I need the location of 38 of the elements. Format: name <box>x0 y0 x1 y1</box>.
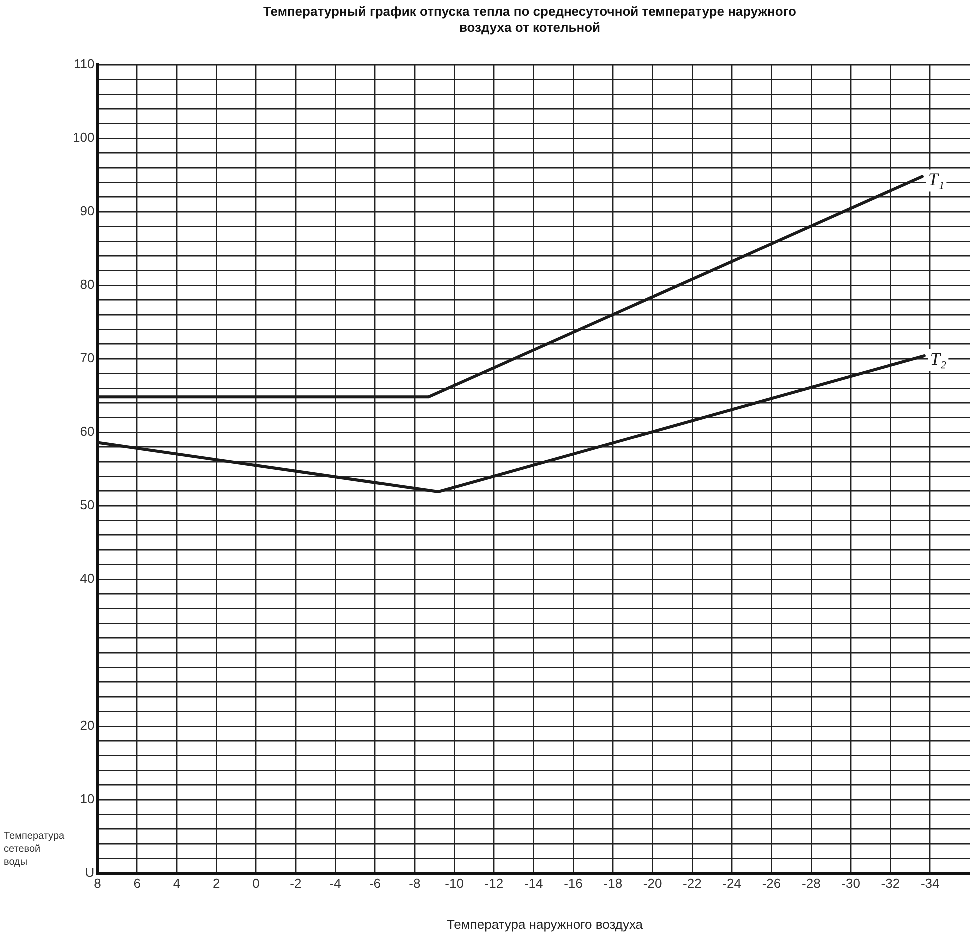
y-tick-label: 60 <box>80 424 95 440</box>
x-tick-label: -28 <box>802 876 821 891</box>
x-tick-label: -4 <box>330 876 342 891</box>
y-tick-label: 110 <box>74 56 95 72</box>
x-tick-label: -20 <box>643 876 662 891</box>
x-tick-label: -32 <box>881 876 900 891</box>
chart-title: Температурный график отпуска тепла по среднесуточной температуре наружного воздуха от котельной <box>262 4 798 36</box>
x-tick-label: -18 <box>604 876 623 891</box>
y-tick-label: 50 <box>80 498 95 513</box>
y-tick-label: 20 <box>80 718 95 733</box>
x-tick-label: -24 <box>722 876 742 891</box>
y-tick-label: 70 <box>80 350 95 366</box>
y-tick-label: 80 <box>80 277 95 292</box>
x-tick-label: -14 <box>524 876 544 891</box>
series-label: T₂ <box>930 348 947 369</box>
x-tick-label: -22 <box>683 876 702 891</box>
y-tick-label: 10 <box>80 791 95 806</box>
x-axis-title: Температура наружного воздуха <box>446 917 644 932</box>
x-tick-label: -16 <box>564 876 583 891</box>
x-tick-label: 6 <box>134 876 141 891</box>
x-tick-label: -6 <box>369 876 382 891</box>
x-tick-label: -26 <box>762 876 782 891</box>
x-tick-label: 4 <box>173 876 181 891</box>
x-tick-label: -34 <box>920 876 940 891</box>
y-tick-label: 40 <box>80 571 95 586</box>
x-tick-label: -2 <box>290 876 302 891</box>
y-axis-title: Температура сетевой воды <box>4 830 65 869</box>
x-tick-label: 0 <box>252 876 260 891</box>
y-tick-label: 90 <box>80 204 95 219</box>
y-tick-label: U <box>85 864 95 880</box>
x-tick-label: 2 <box>213 876 220 891</box>
series-label: T₁ <box>928 169 945 190</box>
x-tick-label: -10 <box>445 876 464 891</box>
y-tick-label: 100 <box>72 130 95 146</box>
x-tick-label: 8 <box>94 876 102 891</box>
x-tick-label: -12 <box>484 876 504 891</box>
x-tick-label: -30 <box>842 876 860 891</box>
x-tick-label: -8 <box>409 876 421 891</box>
